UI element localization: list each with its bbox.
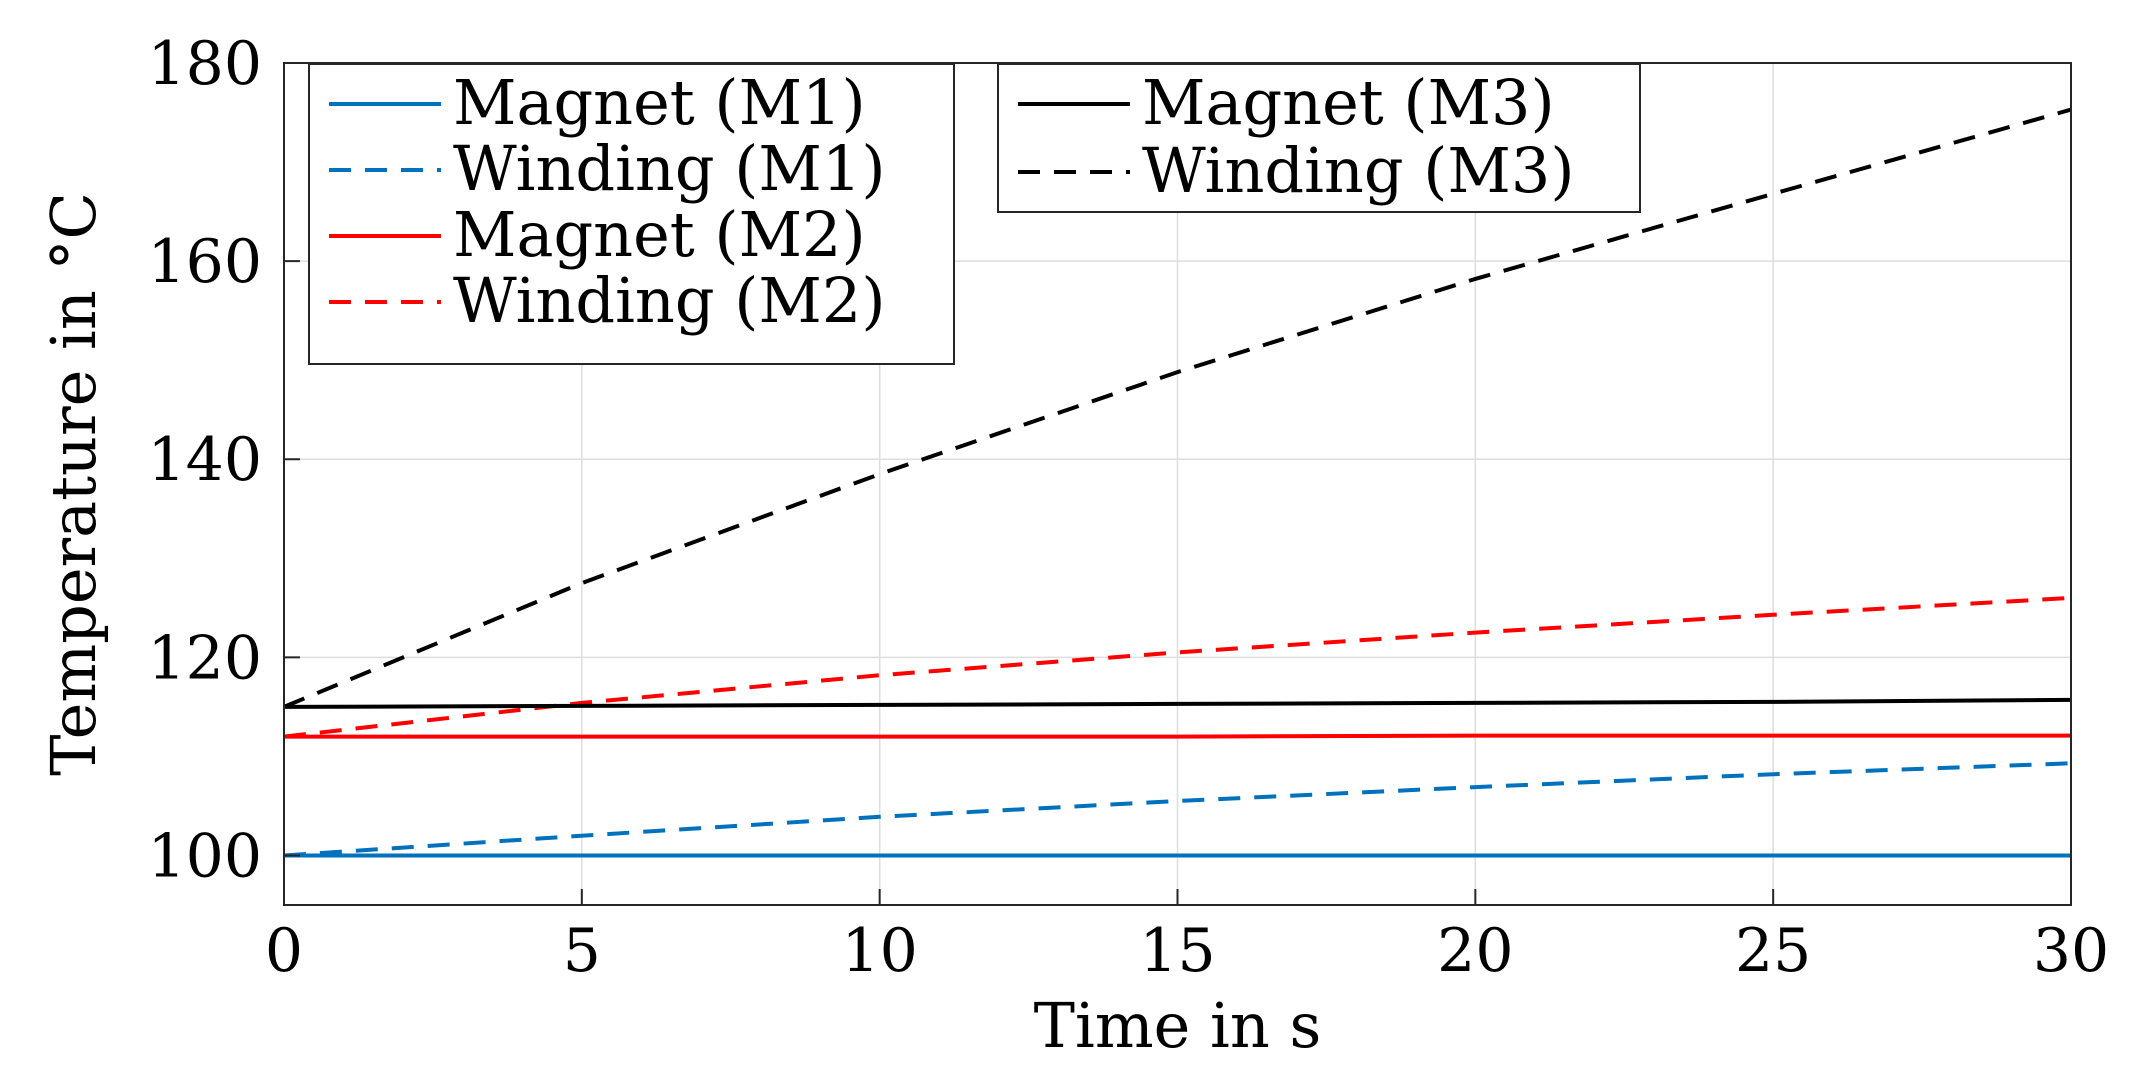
legend-label: Magnet (M2) (453, 198, 866, 271)
x-tick-label: 25 (1735, 916, 1811, 986)
x-axis-label: Time in s (1034, 989, 1322, 1062)
x-tick-label: 15 (1139, 916, 1215, 986)
legend-label: Winding (M3) (1142, 134, 1575, 207)
axis-ticks: 0 5 10 15 20 25 30 100 120 140 160 180 (147, 29, 2109, 986)
series-lines (283, 107, 2072, 858)
y-axis-label: Temperature in °C (37, 192, 110, 776)
y-tick-label: 160 (147, 227, 262, 297)
legend-label: Winding (M1) (453, 132, 886, 205)
legend-label: Magnet (M3) (1142, 66, 1555, 139)
legend-frame (997, 63, 1641, 213)
series-line-3 (284, 733, 2071, 739)
legend-label: Magnet (M1) (453, 66, 866, 139)
legends: Magnet (M1)Winding (M1)Magnet (M2)Windin… (308, 63, 1641, 365)
series-line-2 (283, 761, 2072, 858)
legend-box-2: Magnet (M3)Winding (M3) (997, 63, 1641, 213)
y-tick-label: 180 (147, 29, 262, 99)
x-tick-label: 10 (841, 916, 917, 986)
y-tick-label: 120 (147, 623, 262, 693)
series-line-6 (283, 107, 2072, 709)
x-tick-label: 0 (265, 916, 303, 986)
series-line-5 (283, 697, 2072, 709)
y-tick-label: 140 (147, 425, 262, 495)
x-tick-label: 20 (1437, 916, 1513, 986)
series-line-4 (283, 595, 2072, 739)
legend-label: Winding (M2) (453, 264, 886, 337)
x-tick-label: 30 (2033, 916, 2109, 986)
y-tick-label: 100 (147, 821, 262, 891)
legend-box-1: Magnet (M1)Winding (M1)Magnet (M2)Windin… (308, 63, 955, 365)
x-tick-label: 5 (563, 916, 601, 986)
legend-frame (308, 63, 955, 365)
